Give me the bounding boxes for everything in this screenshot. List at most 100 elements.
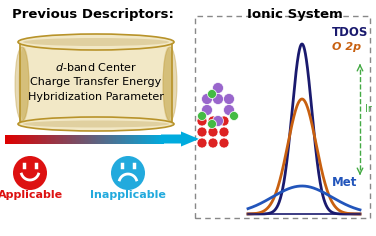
Bar	[108, 135, 109, 143]
Bar	[52, 135, 54, 143]
Circle shape	[212, 93, 223, 105]
Bar	[22, 135, 24, 143]
Circle shape	[219, 138, 229, 148]
Bar	[162, 135, 164, 143]
Text: Ir: Ir	[365, 105, 372, 114]
Bar	[63, 135, 65, 143]
Bar	[76, 135, 78, 143]
Bar	[25, 135, 27, 143]
Bar	[56, 135, 58, 143]
Circle shape	[219, 127, 229, 137]
Bar	[70, 135, 71, 143]
Bar	[33, 135, 35, 143]
Text: Ionic System: Ionic System	[247, 8, 343, 21]
Bar	[5, 135, 7, 143]
Circle shape	[208, 127, 218, 137]
Bar	[100, 135, 102, 143]
Bar	[131, 135, 133, 143]
Bar	[97, 135, 99, 143]
Bar	[64, 135, 66, 143]
Bar	[93, 135, 95, 143]
Bar	[99, 135, 100, 143]
Bar	[58, 135, 59, 143]
Bar	[54, 135, 56, 143]
Text: Met: Met	[332, 176, 357, 189]
Bar	[109, 135, 111, 143]
Bar	[71, 135, 73, 143]
Bar	[104, 135, 106, 143]
Ellipse shape	[18, 117, 174, 131]
Bar	[152, 135, 154, 143]
Bar	[158, 135, 159, 143]
Bar	[114, 135, 116, 143]
Bar	[86, 135, 88, 143]
Bar	[156, 135, 158, 143]
Circle shape	[223, 93, 235, 105]
Text: Charge Transfer Energy: Charge Transfer Energy	[30, 77, 162, 87]
Bar	[102, 135, 104, 143]
Bar	[15, 135, 17, 143]
Text: $\mathit{d}$-band Center: $\mathit{d}$-band Center	[55, 61, 137, 73]
Bar	[31, 135, 33, 143]
Circle shape	[197, 111, 206, 121]
Bar	[84, 135, 86, 143]
Circle shape	[212, 83, 223, 93]
Bar	[125, 135, 127, 143]
Bar	[126, 135, 128, 143]
Ellipse shape	[163, 47, 177, 121]
Bar	[122, 135, 124, 143]
Bar	[29, 135, 30, 143]
Bar	[130, 135, 132, 143]
Bar	[68, 135, 70, 143]
Text: Applicable: Applicable	[0, 190, 62, 200]
Bar	[195, 16, 370, 218]
Text: Previous Descriptors:: Previous Descriptors:	[12, 8, 174, 21]
Bar	[20, 135, 21, 143]
Bar	[62, 135, 64, 143]
Circle shape	[229, 111, 238, 121]
Bar	[134, 135, 136, 143]
Bar	[75, 135, 77, 143]
Bar	[44, 135, 46, 143]
Bar	[80, 135, 82, 143]
Ellipse shape	[23, 38, 169, 46]
Bar	[94, 135, 96, 143]
Bar	[39, 135, 41, 143]
Bar	[27, 135, 29, 143]
Bar	[60, 135, 62, 143]
Bar	[23, 135, 25, 143]
Circle shape	[208, 116, 218, 126]
Bar	[101, 135, 103, 143]
Bar	[121, 135, 123, 143]
Ellipse shape	[23, 121, 169, 127]
Bar	[144, 135, 146, 143]
Bar	[91, 135, 92, 143]
Bar	[113, 135, 115, 143]
Bar	[65, 135, 67, 143]
Bar	[10, 135, 12, 143]
Bar	[96, 135, 98, 143]
Circle shape	[208, 138, 218, 148]
Bar	[143, 135, 145, 143]
Bar	[42, 135, 44, 143]
Text: TDOS: TDOS	[332, 26, 368, 39]
Circle shape	[13, 156, 47, 190]
Circle shape	[208, 119, 217, 128]
Bar	[34, 135, 36, 143]
Bar	[6, 135, 8, 143]
Circle shape	[202, 105, 212, 115]
Ellipse shape	[18, 47, 29, 121]
Text: Inapplicable: Inapplicable	[90, 190, 166, 200]
Bar	[41, 135, 42, 143]
Bar	[35, 135, 37, 143]
Bar	[85, 135, 87, 143]
Bar	[81, 135, 83, 143]
Bar	[43, 135, 45, 143]
Circle shape	[223, 105, 235, 115]
Bar	[67, 135, 69, 143]
Bar	[112, 135, 114, 143]
Bar	[149, 135, 150, 143]
Circle shape	[208, 89, 217, 98]
Bar	[72, 135, 74, 143]
Bar	[155, 135, 157, 143]
